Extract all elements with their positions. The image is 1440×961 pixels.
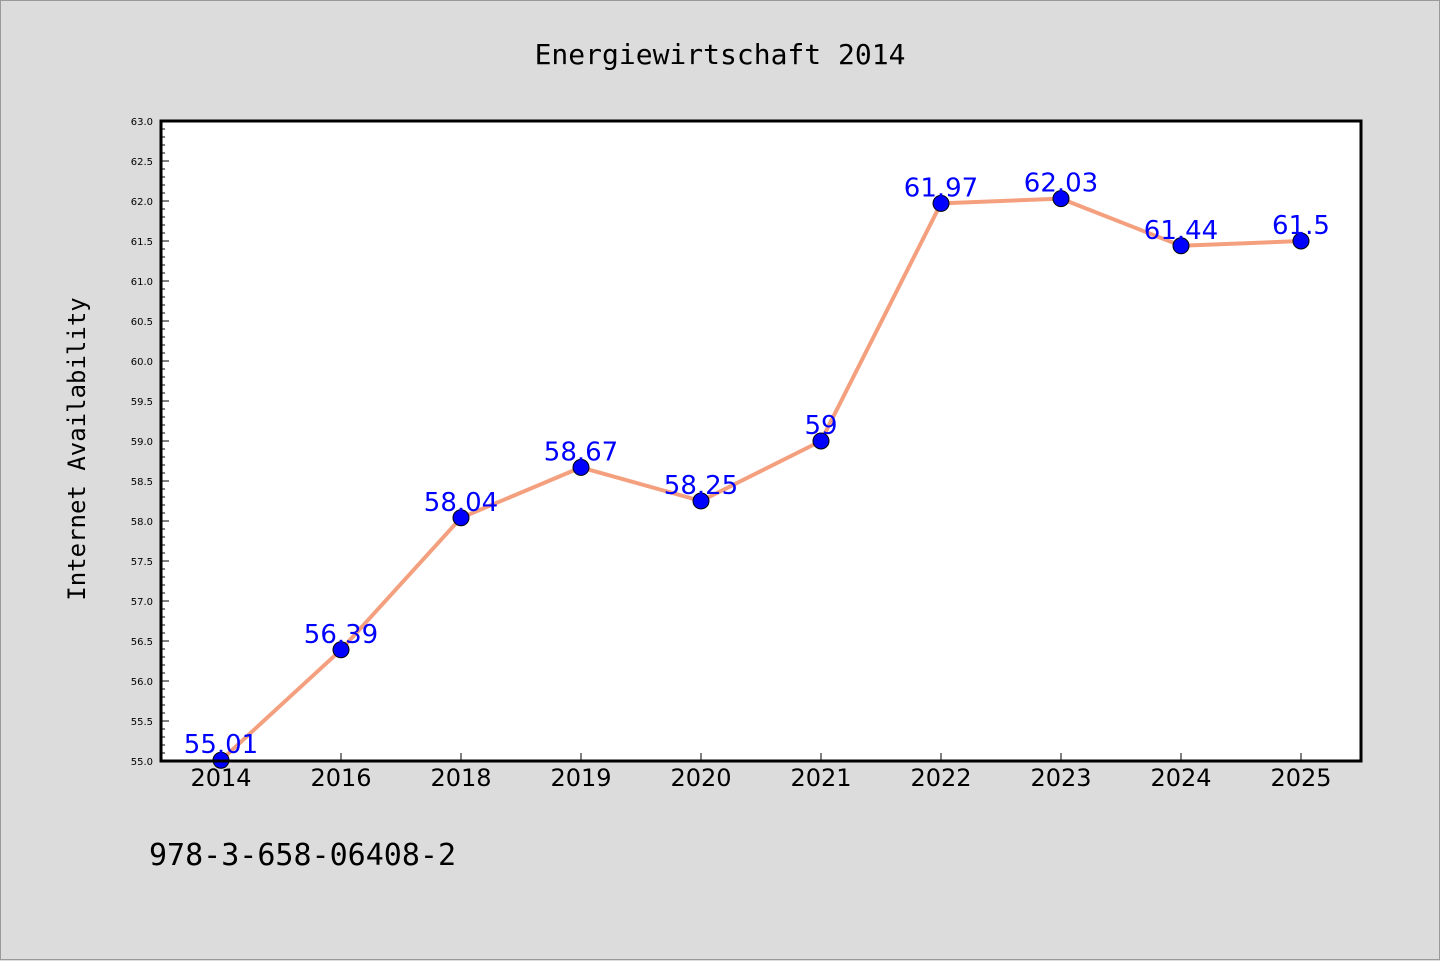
data-point — [1172, 237, 1190, 255]
y-tick-label: 57.5 — [131, 557, 153, 568]
y-tick-label: 55.0 — [131, 757, 153, 768]
y-tick-label: 56.5 — [131, 637, 153, 648]
chart-title: Energiewirtschaft 2014 — [535, 38, 906, 71]
data-label: 61.5 — [1272, 211, 1330, 241]
data-point — [452, 509, 470, 527]
x-tick-label: 2020 — [670, 764, 731, 792]
y-tick-label: 63.0 — [131, 117, 153, 128]
data-label: 61.97 — [904, 173, 978, 203]
x-tick-label: 2016 — [310, 764, 371, 792]
data-label: 62.03 — [1024, 169, 1098, 199]
plot-area — [161, 121, 1361, 761]
y-tick-label: 58.0 — [131, 517, 153, 528]
y-tick-label: 62.0 — [131, 197, 153, 208]
y-tick-label: 60.0 — [131, 357, 153, 368]
data-point — [932, 194, 950, 212]
data-label: 56.39 — [304, 620, 378, 650]
y-axis-label: Internet Availability — [63, 297, 91, 600]
y-tick-label: 62.5 — [131, 157, 153, 168]
data-label: 55.01 — [184, 730, 258, 760]
data-point — [332, 641, 350, 659]
y-tick-label: 55.5 — [131, 717, 153, 728]
data-label: 59 — [804, 411, 837, 441]
series-line — [219, 196, 1302, 762]
x-tick-label: 2021 — [790, 764, 851, 792]
y-tick-label: 59.0 — [131, 437, 153, 448]
data-label: 61.44 — [1144, 216, 1218, 246]
series-line-group: 55.01 56.39 58.04 58.67 58.25 59 61.97 62.03 61.… — [184, 169, 1330, 769]
y-tick-label: 59.5 — [131, 397, 153, 408]
x-tick-label: 2024 — [1150, 764, 1211, 792]
data-point — [572, 458, 590, 476]
x-tick-label: 2025 — [1270, 764, 1331, 792]
data-label: 58.67 — [544, 437, 618, 467]
x-tick-label: 2019 — [550, 764, 611, 792]
isbn-text: 978-3-658-06408-2 — [149, 838, 456, 873]
data-label: 58.04 — [424, 488, 498, 518]
y-tick-label: 58.5 — [131, 477, 153, 488]
data-point — [1292, 232, 1310, 250]
y-tick-label: 57.0 — [131, 597, 153, 608]
plot-border — [159, 119, 1363, 763]
x-axis-ticks: 2014 2016 2018 2019 2020 2021 2022 2023 2024 2025 — [190, 753, 1332, 792]
x-tick-label: 2022 — [910, 764, 971, 792]
y-tick-label: 61.0 — [131, 277, 153, 288]
x-tick-label: 2023 — [1030, 764, 1091, 792]
data-point — [1052, 190, 1070, 208]
y-tick-label: 61.5 — [131, 237, 153, 248]
x-tick-label: 2018 — [430, 764, 491, 792]
data-label: 58.25 — [664, 471, 738, 501]
data-point — [692, 492, 710, 510]
data-point — [812, 432, 830, 450]
y-tick-label: 60.5 — [131, 317, 153, 328]
y-tick-label: 56.0 — [131, 677, 153, 688]
